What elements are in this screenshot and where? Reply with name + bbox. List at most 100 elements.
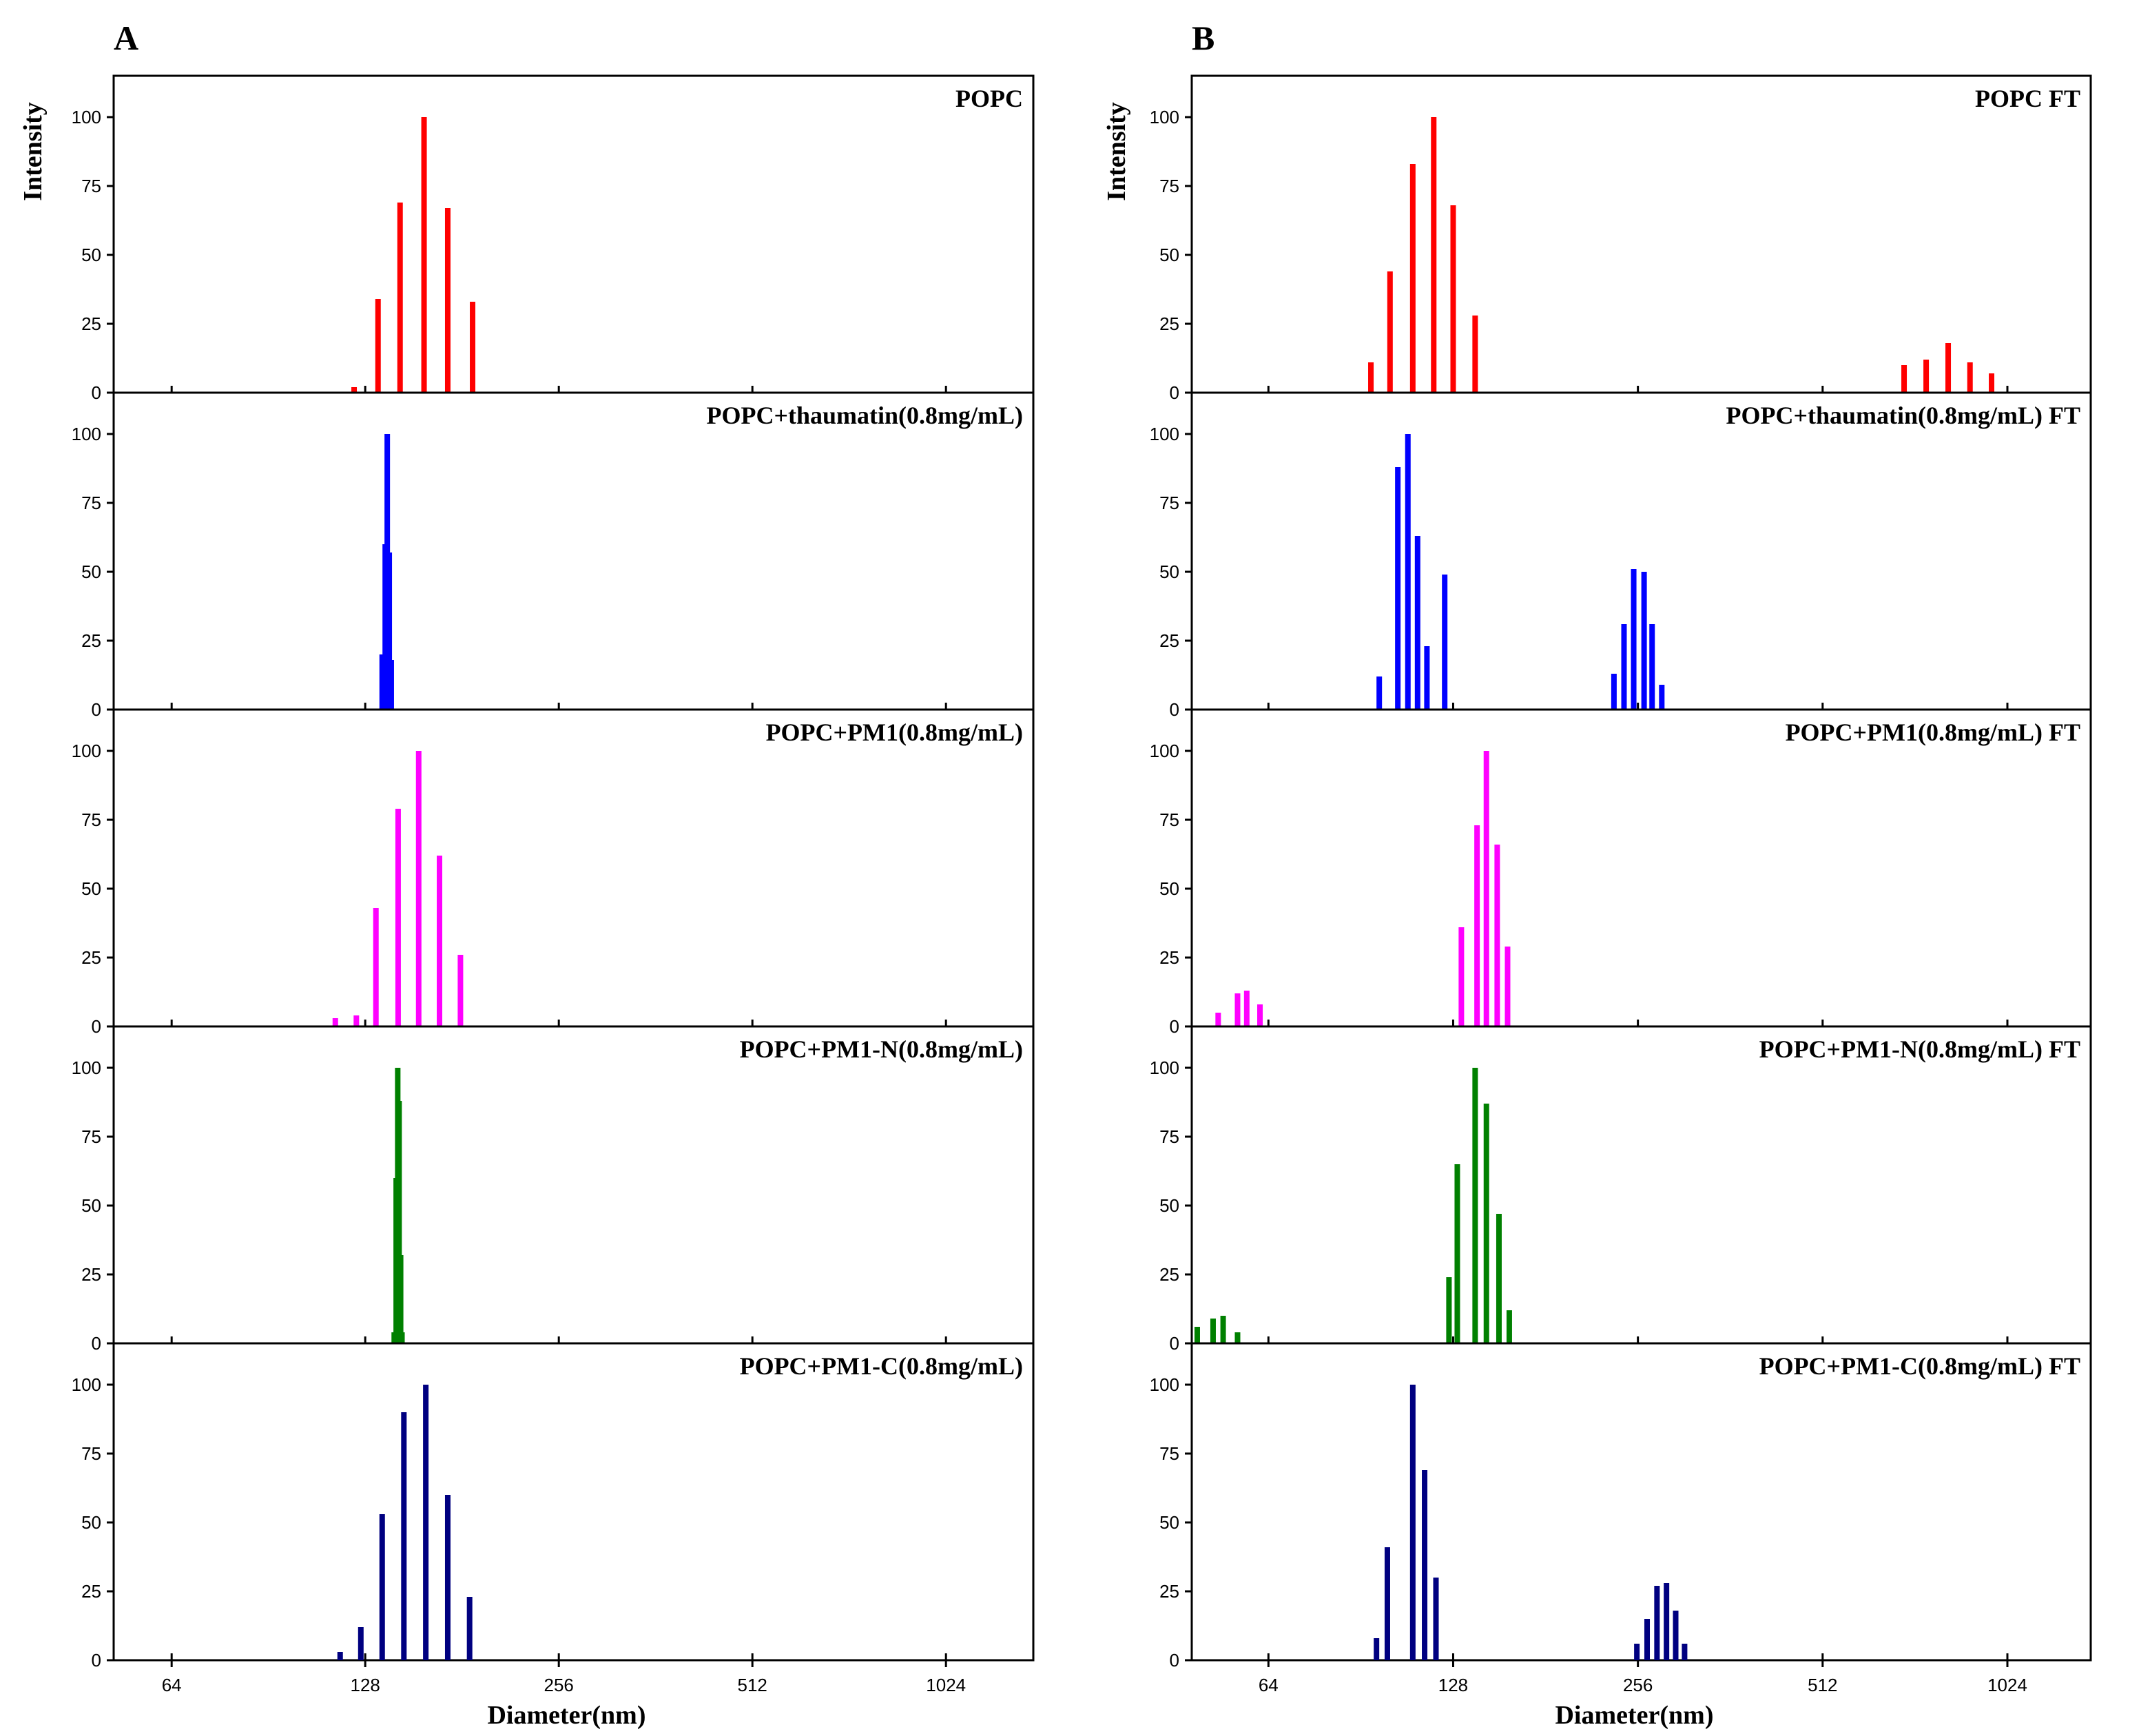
panel-a-y-tick-label: 0 (92, 1333, 101, 1354)
panel-b-y-tick-label: 75 (1159, 1443, 1179, 1464)
panel-a-y-tick-label: 50 (81, 1512, 101, 1533)
panel-a-y-tick-label: 25 (81, 1264, 101, 1285)
panel-b-y-tick-label: 50 (1159, 245, 1179, 265)
panel-a-bar (386, 552, 393, 710)
panel-a-bar (470, 302, 476, 393)
panel-a-bar (466, 1597, 473, 1660)
panel-a-frame (112, 74, 1035, 1662)
panel-a-bar (353, 1015, 360, 1026)
panel-b-bar (1649, 624, 1655, 710)
panel-b-frame (1190, 74, 2092, 1662)
panel-b-bar (1422, 1470, 1428, 1660)
panel-b-bar (1234, 993, 1241, 1026)
panel-b-series-title: POPC FT (1975, 85, 2080, 112)
panel-b-bar (1424, 646, 1430, 710)
panel-a-x-tick-label: 64 (162, 1675, 182, 1695)
panel-b-bar (1634, 1644, 1640, 1660)
panel-b-x-tick-label: 128 (1438, 1675, 1468, 1695)
panel-b-bar (1257, 1004, 1263, 1026)
panel-a-bar (388, 660, 394, 710)
panel-a-y-tick-label: 0 (92, 1650, 101, 1671)
panel-b-bar (1659, 685, 1665, 710)
panel-b-y-tick-label: 100 (1150, 107, 1179, 127)
panel-a-y-tick-label: 25 (81, 630, 101, 651)
panel-a-y-tick-label: 75 (81, 493, 101, 513)
panel-b-y-tick-label: 0 (1170, 1016, 1179, 1037)
panel-a-bar (396, 1101, 402, 1343)
panel-a-bar (358, 1627, 364, 1660)
panel-b-y-tick-label: 50 (1159, 1195, 1179, 1216)
panel-b-x-tick-label: 1024 (1987, 1675, 2027, 1695)
panel-b-bar (1210, 1319, 1216, 1343)
panel-b-x-axis-title: Diameter(nm) (1555, 1701, 1713, 1730)
panel-b-bar (1673, 1611, 1679, 1660)
panel-a-bar (444, 208, 451, 393)
panel-a-y-tick-label: 75 (81, 1443, 101, 1464)
panel-b-y-tick-label: 0 (1170, 1333, 1179, 1354)
panel-a-y-tick-label: 100 (72, 107, 101, 127)
panel-a-bar (337, 1652, 343, 1660)
panel-b-y-tick-label: 100 (1150, 1057, 1179, 1078)
panel-a-bar (395, 809, 401, 1026)
panel-b-y-axis-title: Intensity (1102, 102, 1131, 201)
panel-a-bar (351, 387, 358, 393)
panel-a-y-tick-label: 50 (81, 561, 101, 582)
panel-b-bar (1409, 164, 1416, 393)
panel-b-letter: B (1192, 19, 1214, 57)
panel-a-bar (437, 856, 443, 1026)
panel-b-bar (1454, 1164, 1460, 1343)
panel-a-bar (421, 117, 427, 393)
panel-b-y-tick-label: 25 (1159, 630, 1179, 651)
panel-b-bar (1384, 1547, 1390, 1660)
panel-b-bar (1442, 575, 1448, 710)
panel-b-y-tick-label: 0 (1170, 1650, 1179, 1671)
panel-a-series-title: POPC+PM1(0.8mg/mL) (766, 719, 1023, 746)
panel-b-bar (1483, 1104, 1489, 1343)
panel-a-bar (444, 1495, 451, 1660)
panel-a-y-tick-label: 75 (81, 1126, 101, 1147)
panel-a-y-tick-label: 25 (81, 947, 101, 968)
panel-b-bar (1664, 1583, 1670, 1660)
panel-a-bar (457, 955, 464, 1026)
panel-a-bar (415, 751, 422, 1026)
panel-a-x-tick-label: 128 (350, 1675, 380, 1695)
panel-b-bar (1621, 624, 1627, 710)
panel-b-y-tick-label: 75 (1159, 809, 1179, 830)
panel-b-bar (1472, 1068, 1478, 1343)
panel-b-bar (1682, 1644, 1688, 1660)
panel-a-y-tick-label: 25 (81, 1581, 101, 1602)
panel-a-x-axis-title: Diameter(nm) (487, 1701, 645, 1730)
panel-a-series-title: POPC (955, 85, 1023, 112)
panel-b-bar (1433, 1578, 1439, 1660)
panel-b-y-tick-label: 75 (1159, 176, 1179, 196)
panel-a-series-title: POPC+PM1-N(0.8mg/mL) (740, 1035, 1023, 1063)
panel-b-y-tick-label: 75 (1159, 493, 1179, 513)
panel-b-bar (1989, 373, 1995, 393)
panel-b-bar (1409, 1385, 1416, 1660)
panel-b-bar (1654, 1586, 1660, 1660)
panel-b-bar (1472, 316, 1478, 393)
panel-b-bar (1631, 569, 1637, 710)
panel-a-bar (423, 1385, 429, 1660)
panel-a-y-tick-label: 0 (92, 1016, 101, 1037)
panel-b-series-title: POPC+PM1-N(0.8mg/mL) FT (1759, 1035, 2080, 1063)
panel-a-bar (373, 908, 379, 1026)
panel-b-bar (1374, 1638, 1380, 1660)
panel-a-y-tick-label: 0 (92, 382, 101, 403)
panel-b-y-tick-label: 50 (1159, 878, 1179, 899)
panel-a-y-tick-label: 75 (81, 176, 101, 196)
panel-b-series-title: POPC+PM1(0.8mg/mL) FT (1786, 719, 2080, 746)
panel-a-y-tick-label: 100 (72, 1057, 101, 1078)
panel-b-y-tick-label: 100 (1150, 424, 1179, 444)
panel-a-x-tick-label: 1024 (926, 1675, 966, 1695)
panel-a-y-axis-title: Intensity (19, 102, 48, 201)
panel-b-y-tick-label: 0 (1170, 382, 1179, 403)
panel-b-bar (1945, 343, 1952, 393)
panel-a-bar (397, 1255, 404, 1343)
panel-a-bar (399, 1332, 405, 1343)
panel-b-bar (1901, 365, 1907, 393)
panel-a-letter: A (114, 19, 138, 57)
panel-b-bar (1611, 674, 1617, 710)
panel-b-bar (1923, 360, 1930, 393)
